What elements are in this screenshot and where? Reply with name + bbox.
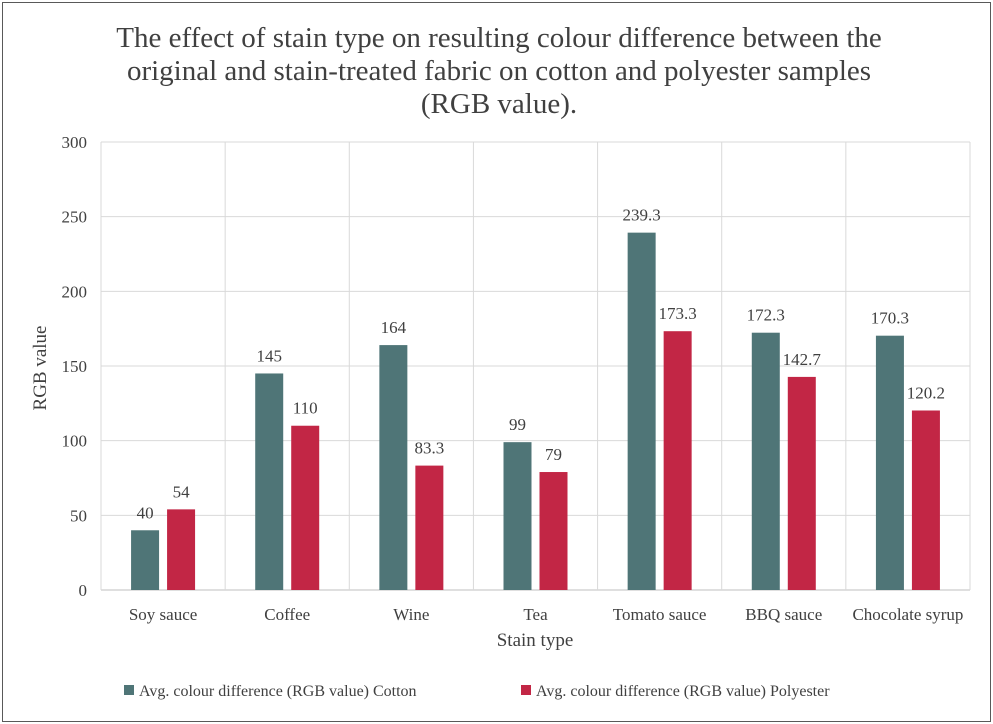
bar-polyester: [291, 425, 320, 590]
gridlines: [100, 141, 971, 591]
data-label-polyester: 120.2: [907, 384, 945, 403]
y-tick-label: 200: [62, 282, 88, 301]
data-label-polyester: 83.3: [414, 439, 444, 458]
data-label-cotton: 239.3: [623, 206, 661, 225]
bars: [131, 232, 940, 591]
legend-label-polyester: Avg. colour difference (RGB value) Polye…: [536, 683, 830, 700]
bar-polyester: [787, 376, 816, 590]
bar-chart: The effect of stain type on resulting co…: [30, 22, 971, 700]
x-category-label: Tea: [523, 605, 548, 624]
bar-polyester: [415, 465, 444, 590]
data-label-cotton: 99: [509, 415, 526, 434]
bar-cotton: [379, 345, 408, 590]
chart-title-line-2: original and stain-treated fabric on cot…: [127, 55, 871, 87]
x-axis-categories: Soy sauce Coffee Wine Tea Tomato sauce BBQ sa…: [129, 605, 964, 624]
legend-swatch-polyester: [521, 685, 531, 695]
data-label-polyester: 79: [545, 445, 562, 464]
bar-polyester: [663, 331, 692, 590]
data-label-polyester: 142.7: [783, 350, 822, 369]
y-tick-label: 50: [70, 506, 87, 525]
data-label-polyester: 110: [293, 399, 318, 418]
y-tick-label: 250: [62, 208, 88, 227]
y-tick-label: 300: [62, 133, 88, 152]
bar-polyester: [911, 410, 940, 590]
data-label-cotton: 170.3: [871, 309, 909, 328]
legend-label-cotton: Avg. colour difference (RGB value) Cotto…: [139, 683, 417, 700]
y-axis-title: RGB value: [30, 326, 51, 411]
data-label-polyester: 173.3: [659, 304, 697, 323]
bar-cotton: [751, 332, 780, 590]
x-category-label: BBQ sauce: [745, 605, 822, 624]
chart-title-line-1: The effect of stain type on resulting co…: [116, 22, 882, 54]
x-category-label: Chocolate syrup: [852, 605, 963, 624]
data-label-polyester: 54: [173, 482, 191, 501]
data-label-cotton: 40: [137, 503, 154, 522]
legend-swatch-cotton: [124, 685, 134, 695]
x-category-label: Coffee: [264, 605, 310, 624]
legend: Avg. colour difference (RGB value) Cotto…: [124, 683, 830, 700]
x-category-label: Wine: [393, 605, 429, 624]
data-label-cotton: 172.3: [747, 306, 785, 325]
x-category-label: Soy sauce: [129, 605, 197, 624]
bar-cotton: [875, 335, 904, 590]
chart-title: The effect of stain type on resulting co…: [116, 22, 882, 120]
chart-title-line-3: (RGB value).: [421, 88, 577, 120]
x-axis-title: Stain type: [497, 630, 574, 651]
bar-cotton: [627, 232, 656, 591]
data-labels: 40 54 145 110 164 83.3 99 79 239.3 173.3 172.3 142.…: [137, 206, 945, 523]
y-tick-label: 0: [79, 581, 88, 600]
bar-polyester: [539, 472, 568, 590]
bar-cotton: [503, 442, 532, 590]
x-category-label: Tomato sauce: [613, 605, 707, 624]
bar-cotton: [131, 530, 160, 590]
y-tick-label: 150: [62, 357, 88, 376]
y-tick-label: 100: [62, 432, 88, 451]
y-axis-ticks: 0 50 100 150 200 250 300: [62, 133, 88, 600]
bar-polyester: [167, 509, 196, 590]
data-label-cotton: 145: [256, 346, 282, 365]
data-label-cotton: 164: [381, 318, 407, 337]
bar-cotton: [255, 373, 284, 590]
